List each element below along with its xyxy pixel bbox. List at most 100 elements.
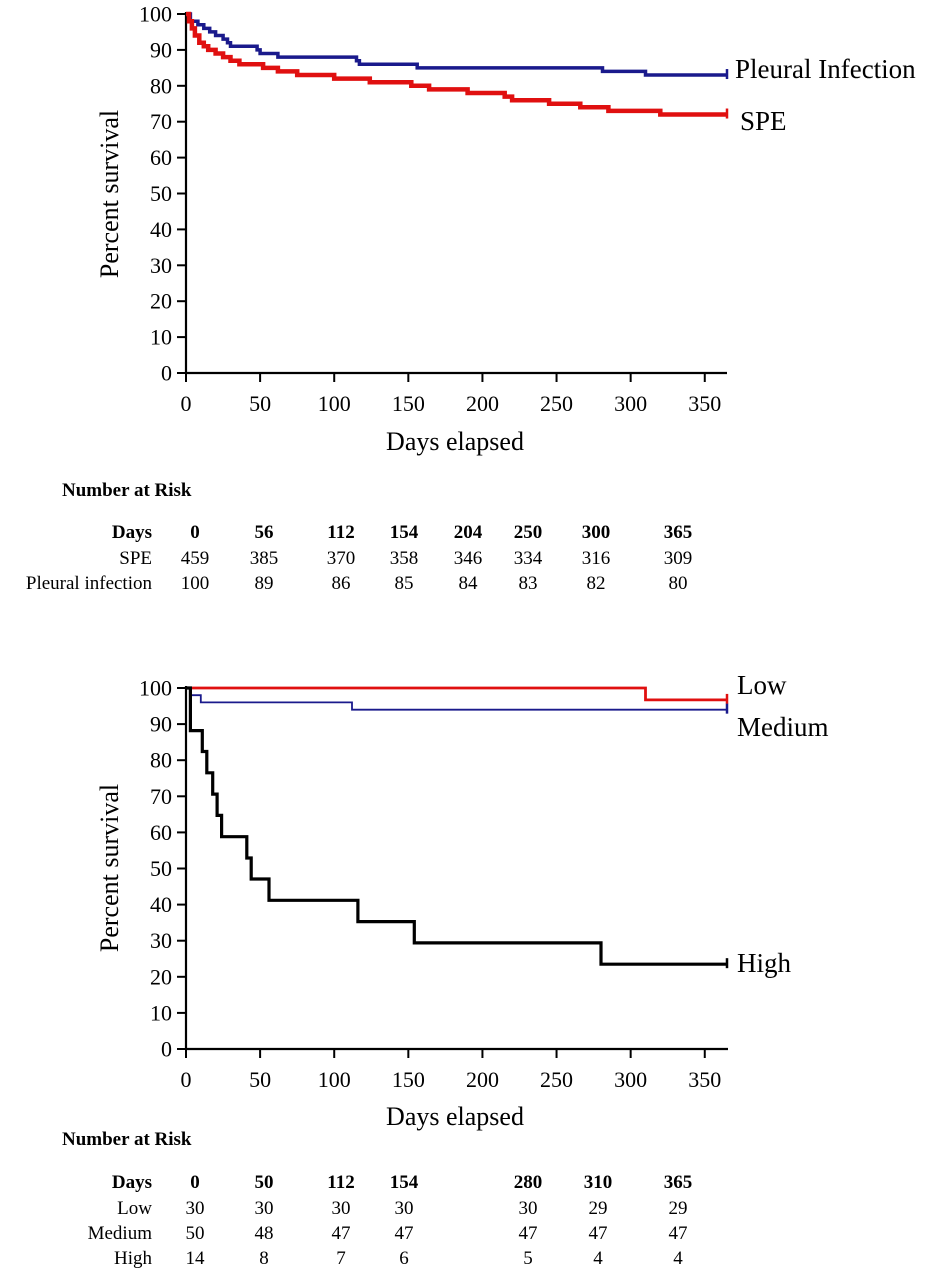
y-tick-label: 50	[150, 181, 172, 206]
risk-header-label: Days	[112, 1172, 152, 1193]
risk-table-2: Number at Risk Days 0 50 112 154 280 310…	[62, 1129, 692, 1269]
risk-cell: 309	[664, 548, 693, 569]
risk-cell: 385	[250, 548, 279, 569]
risk-row-label-spe: SPE	[119, 548, 152, 569]
y-tick-label: 70	[150, 109, 172, 134]
risk-cell: 30	[332, 1198, 351, 1219]
x-tick-label: 300	[614, 1067, 647, 1092]
risk-table-title: Number at Risk	[62, 480, 192, 501]
y-tick-label: 10	[150, 1000, 172, 1025]
y-axis-title: Percent survival	[95, 784, 124, 952]
risk-table-title: Number at Risk	[62, 1129, 192, 1150]
y-tick-label: 60	[150, 820, 172, 845]
risk-header-label: Days	[112, 522, 152, 543]
y-tick-label: 0	[161, 1037, 172, 1062]
x-tick-label: 250	[540, 391, 573, 416]
x-tick-label: 150	[392, 1067, 425, 1092]
risk-cell: 47	[669, 1223, 688, 1244]
risk-day-310: 310	[584, 1172, 613, 1193]
y-tick-label: 70	[150, 784, 172, 809]
x-axis-title: Days elapsed	[386, 427, 524, 456]
risk-cell: 370	[327, 548, 356, 569]
series-line-spe	[186, 11, 727, 117]
series-layer	[186, 11, 729, 119]
y-tick-label: 90	[150, 37, 172, 62]
y-tick-label: 80	[150, 73, 172, 98]
series-line-pleural-infection	[186, 12, 727, 77]
risk-row-label-low: Low	[117, 1198, 152, 1219]
risk-cell: 48	[255, 1223, 274, 1244]
risk-cell: 100	[181, 573, 210, 594]
risk-row-label-pleural-infection: Pleural infection	[26, 573, 153, 594]
risk-cell: 47	[395, 1223, 414, 1244]
legend-label-low: Low	[737, 670, 787, 700]
legend-label-medium: Medium	[737, 712, 829, 742]
legend-label-spe: SPE	[740, 106, 787, 136]
legend-label-high: High	[737, 948, 792, 978]
risk-cell: 47	[589, 1223, 608, 1244]
risk-day-250: 250	[514, 522, 543, 543]
risk-day-112: 112	[327, 522, 354, 543]
y-tick-label: 80	[150, 748, 172, 773]
risk-cell: 14	[186, 1248, 206, 1269]
risk-cell: 4	[593, 1248, 603, 1269]
risk-cell: 30	[395, 1198, 414, 1219]
risk-cell: 6	[399, 1248, 409, 1269]
series-line-low	[186, 686, 727, 702]
risk-day-112: 112	[327, 1172, 354, 1193]
y-tick-label: 30	[150, 928, 172, 953]
chart-panel-2: 0 10 20 30 40 50 60 70 80 90 100 0 50 100 150 200 250 30…	[95, 670, 829, 1131]
risk-cell: 29	[589, 1198, 608, 1219]
y-tick-label: 50	[150, 856, 172, 881]
y-tick-label: 20	[150, 289, 172, 314]
risk-day-365: 365	[664, 522, 693, 543]
x-tick-label: 250	[540, 1067, 573, 1092]
series-layer	[186, 686, 729, 969]
risk-cell: 85	[395, 573, 414, 594]
risk-cell: 83	[519, 573, 538, 594]
risk-cell: 358	[390, 548, 419, 569]
risk-day-280: 280	[514, 1172, 543, 1193]
risk-cell: 30	[186, 1198, 205, 1219]
x-axis-title: Days elapsed	[386, 1102, 524, 1131]
x-tick-label: 50	[249, 391, 271, 416]
x-tick-label: 150	[392, 391, 425, 416]
risk-cell: 82	[587, 573, 606, 594]
risk-cell: 8	[259, 1248, 269, 1269]
x-tick-label: 350	[688, 391, 721, 416]
risk-cell: 89	[255, 573, 274, 594]
x-tick-label: 0	[181, 1067, 192, 1092]
y-tick-label: 10	[150, 325, 172, 350]
risk-cell: 86	[332, 573, 351, 594]
y-tick-label: 90	[150, 712, 172, 737]
risk-cell: 346	[454, 548, 483, 569]
risk-day-0: 0	[190, 1172, 200, 1193]
risk-day-300: 300	[582, 522, 611, 543]
risk-cell: 47	[519, 1223, 538, 1244]
risk-day-56: 56	[255, 522, 274, 543]
y-tick-label: 40	[150, 892, 172, 917]
risk-cell: 316	[582, 548, 611, 569]
risk-row-label-high: High	[114, 1248, 153, 1269]
y-axis-title: Percent survival	[95, 110, 124, 278]
risk-day-365: 365	[664, 1172, 693, 1193]
risk-cell: 47	[332, 1223, 351, 1244]
risk-cell: 334	[514, 548, 543, 569]
x-ticks: 0 50 100 150 200 250 300 350	[181, 373, 721, 416]
risk-day-50: 50	[255, 1172, 274, 1193]
x-tick-label: 200	[466, 1067, 499, 1092]
risk-day-154: 154	[390, 522, 419, 543]
y-tick-label: 60	[150, 145, 172, 170]
y-ticks: 0 10 20 30 40 50 60 70 80 90 100	[139, 2, 186, 386]
risk-cell: 84	[459, 573, 479, 594]
risk-cell: 5	[523, 1248, 533, 1269]
risk-day-0: 0	[190, 522, 200, 543]
x-tick-label: 0	[181, 391, 192, 416]
risk-table-1: Number at Risk Days 0 56 112 154 204 250…	[26, 480, 692, 594]
x-tick-label: 100	[318, 1067, 351, 1092]
x-tick-label: 300	[614, 391, 647, 416]
y-tick-label: 40	[150, 217, 172, 242]
risk-cell: 7	[336, 1248, 346, 1269]
risk-cell: 29	[669, 1198, 688, 1219]
